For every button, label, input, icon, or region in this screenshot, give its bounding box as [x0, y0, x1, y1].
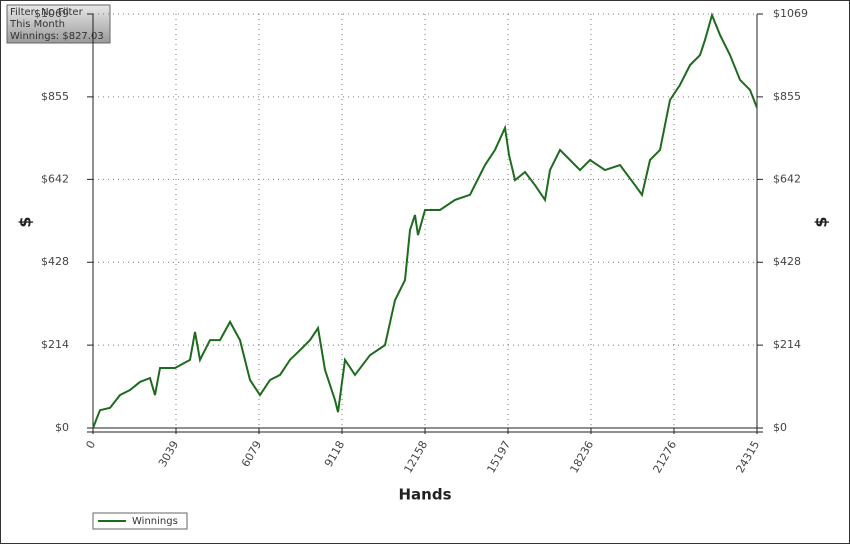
y2-tick-label: $214: [773, 338, 801, 351]
legend-box: [92, 512, 188, 530]
y-axis-title: $: [16, 216, 35, 227]
y-tick-label: $1069: [34, 7, 69, 20]
x-axis-title: Hands: [398, 486, 451, 504]
y2-tick-label: $1069: [773, 7, 808, 20]
y2-tick-label: $0: [773, 421, 787, 434]
info-text: Winnings: $827.03: [10, 31, 104, 42]
y-tick-label: $855: [41, 90, 69, 103]
info-text: Filter: No Filter: [10, 7, 84, 18]
y-tick-label: $0: [55, 421, 69, 434]
y2-axis-title: $: [812, 216, 831, 227]
y-tick-label: $214: [41, 338, 69, 351]
legend: [92, 512, 188, 530]
y2-tick-label: $642: [773, 172, 801, 185]
y2-tick-label: $428: [773, 255, 801, 268]
y-tick-label: $428: [41, 255, 69, 268]
data-line: [92, 12, 758, 429]
y-tick-label: $642: [41, 172, 69, 185]
legend-label: Winnings: [132, 516, 178, 527]
info-text: This Month: [9, 19, 65, 30]
y2-tick-label: $855: [773, 90, 801, 103]
